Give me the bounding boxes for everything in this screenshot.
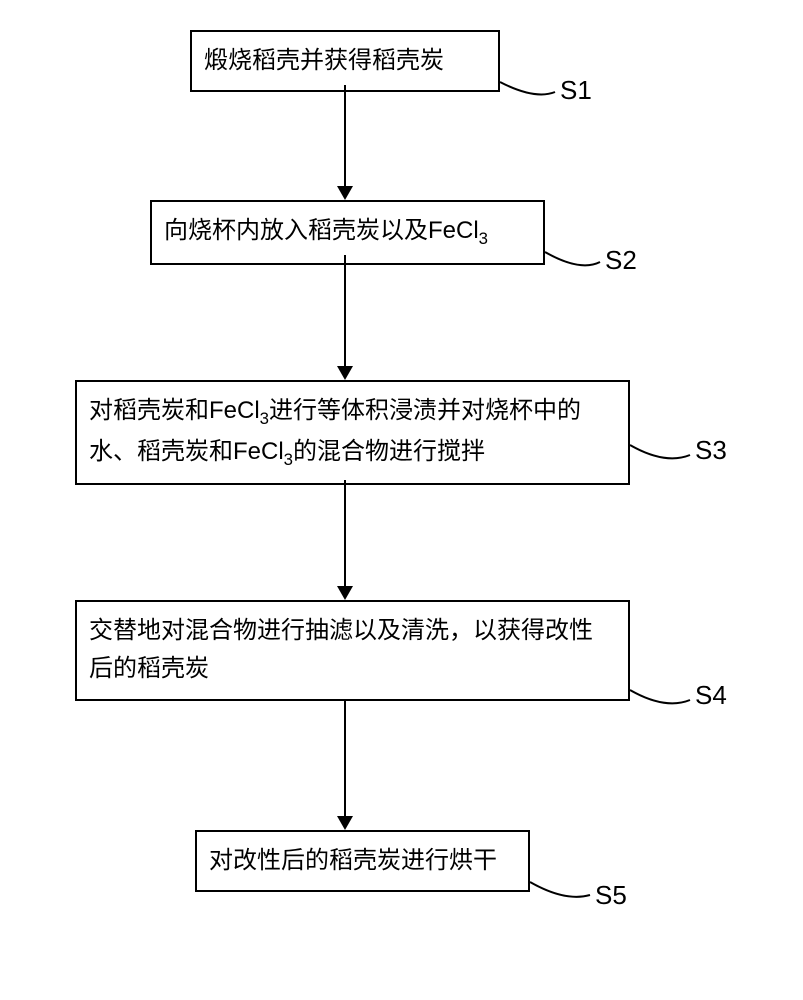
arrow-line-1 xyxy=(344,85,346,186)
step-box-s4: 交替地对混合物进行抽滤以及清洗，以获得改性后的稻壳炭 xyxy=(75,600,630,701)
step-label-s4: S4 xyxy=(695,680,727,711)
curve-connector xyxy=(625,440,695,470)
step-label-s5: S5 xyxy=(595,880,627,911)
arrow-head-4 xyxy=(337,816,353,830)
step-box-s1: 煅烧稻壳并获得稻壳炭 xyxy=(190,30,500,92)
flowchart-container: 煅烧稻壳并获得稻壳炭 S1 向烧杯内放入稻壳炭以及FeCl3 S2 对稻壳炭和FeCl3… xyxy=(0,0,803,1000)
curve-connector xyxy=(495,77,560,105)
step-box-s3: 对稻壳炭和FeCl3进行等体积浸渍并对烧杯中的水、稻壳炭和FeCl3的混合物进行… xyxy=(75,380,630,485)
chemical-subscript: 3 xyxy=(479,229,488,248)
step-label-s3: S3 xyxy=(695,435,727,466)
arrow-head-2 xyxy=(337,366,353,380)
step-box-s2: 向烧杯内放入稻壳炭以及FeCl3 xyxy=(150,200,545,265)
arrow-line-2 xyxy=(344,255,346,366)
step-box-s5: 对改性后的稻壳炭进行烘干 xyxy=(195,830,530,892)
curve-connector xyxy=(540,247,605,277)
arrow-line-3 xyxy=(344,480,346,586)
curve-connector xyxy=(525,877,595,907)
arrow-head-1 xyxy=(337,186,353,200)
curve-connector xyxy=(625,685,695,715)
chemical-subscript: 3 xyxy=(284,449,293,468)
arrow-line-4 xyxy=(344,700,346,816)
step-label-s1: S1 xyxy=(560,75,592,106)
chemical-subscript: 3 xyxy=(260,409,269,428)
step-label-s2: S2 xyxy=(605,245,637,276)
arrow-head-3 xyxy=(337,586,353,600)
